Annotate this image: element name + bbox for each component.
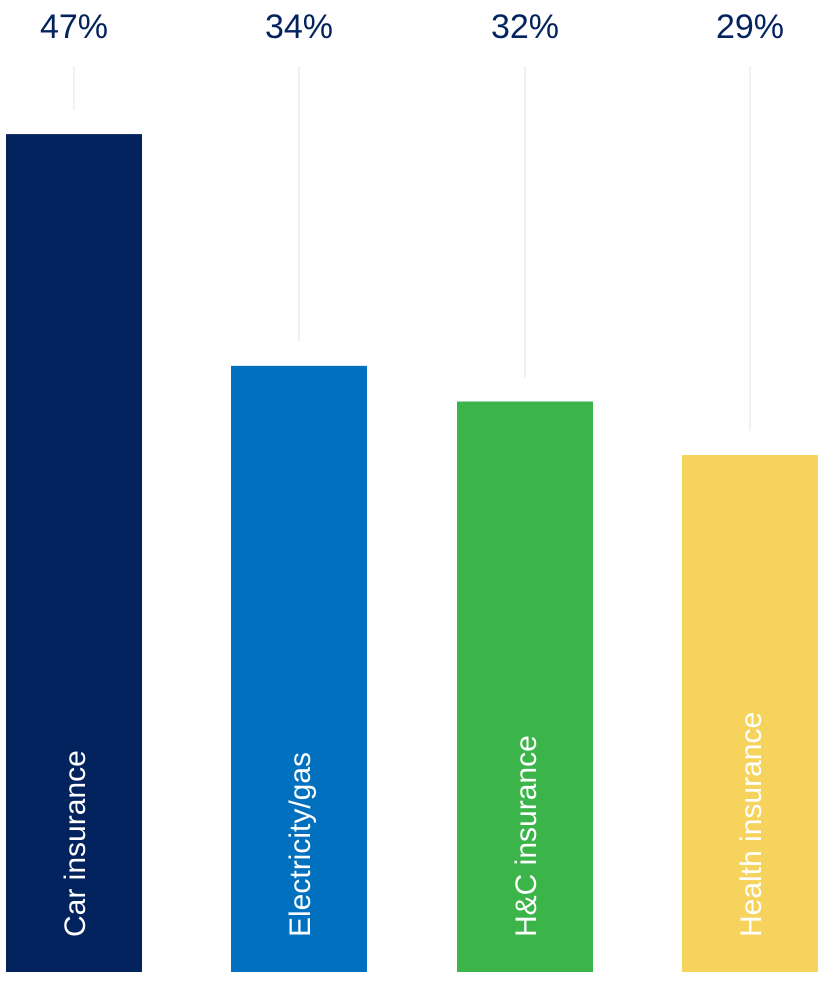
- category-labels: Car insurance Electricity/gas H&C insuranc…: [59, 712, 768, 937]
- value-label: 29%: [716, 8, 784, 46]
- value-label: 32%: [491, 8, 559, 46]
- value-labels: 47% 34% 32% 29%: [40, 8, 784, 46]
- category-label: Health insurance: [735, 712, 768, 937]
- bar: [6, 134, 142, 972]
- guide-lines: [73, 66, 751, 431]
- bar: [231, 365, 367, 972]
- bar: [457, 401, 593, 972]
- value-label: 47%: [40, 8, 108, 46]
- category-label: H&C insurance: [510, 735, 543, 937]
- category-label: Car insurance: [59, 750, 92, 937]
- value-label: 34%: [265, 8, 333, 46]
- bar: [682, 454, 818, 973]
- bars: [6, 134, 818, 973]
- category-label: Electricity/gas: [284, 752, 317, 937]
